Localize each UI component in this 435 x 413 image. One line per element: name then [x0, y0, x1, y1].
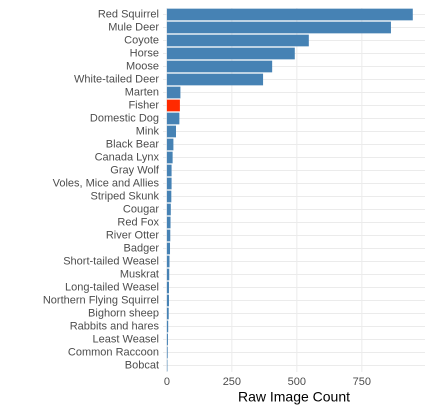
bar	[166, 125, 176, 138]
bar	[166, 60, 273, 73]
x-tick-label: 500	[288, 376, 306, 388]
y-tick-label: Canada Lynx	[95, 151, 160, 163]
bar	[166, 190, 172, 203]
x-tick-label: 0	[164, 376, 170, 388]
bar	[166, 255, 170, 268]
y-tick-label: River Otter	[106, 229, 160, 241]
bar	[166, 307, 169, 320]
bar	[166, 47, 295, 60]
y-tick-label: Mule Deer	[108, 21, 159, 33]
bar	[166, 229, 171, 242]
y-tick-label: Bighorn sheep	[88, 307, 159, 319]
y-tick-label: Muskrat	[120, 268, 159, 280]
y-tick-label: Common Raccoon	[68, 346, 159, 358]
y-tick-label: Marten	[125, 86, 159, 98]
y-tick-label: Coyote	[124, 34, 159, 46]
bar	[166, 112, 180, 125]
y-tick-label: Rabbits and hares	[70, 320, 160, 332]
bar	[166, 242, 171, 255]
y-tick-label: Voles, Mice and Allies	[53, 177, 160, 189]
y-tick-label: Horse	[130, 47, 159, 59]
y-tick-label: Gray Wolf	[110, 164, 160, 176]
y-tick-label: Black Bear	[106, 138, 160, 150]
bar	[166, 99, 180, 112]
bar	[166, 333, 168, 346]
bar	[166, 73, 264, 86]
y-tick-label: Red Squirrel	[98, 8, 159, 20]
bar	[166, 268, 170, 281]
x-axis-title: Raw Image Count	[238, 389, 350, 405]
bar	[166, 138, 174, 151]
y-tick-label: Northern Flying Squirrel	[43, 294, 159, 306]
y-tick-label: Badger	[124, 242, 160, 254]
bar	[166, 21, 391, 34]
y-tick-label: Bobcat	[125, 359, 159, 371]
bar	[166, 164, 172, 177]
bar	[166, 346, 168, 359]
y-tick-label: Cougar	[123, 203, 159, 215]
bar	[166, 34, 309, 47]
bar	[166, 177, 172, 190]
bar	[166, 203, 171, 216]
y-tick-label: Fisher	[128, 99, 159, 111]
y-tick-label: Mink	[136, 125, 160, 137]
bar	[166, 8, 413, 21]
y-tick-label: Short-tailed Weasel	[63, 255, 159, 267]
y-tick-label: Striped Skunk	[91, 190, 160, 202]
bar	[166, 294, 169, 307]
y-tick-label: Moose	[126, 60, 159, 72]
y-tick-label: Domestic Dog	[90, 112, 159, 124]
y-tick-label: Least Weasel	[93, 333, 159, 345]
bar	[166, 281, 169, 294]
x-tick-label: 750	[353, 376, 371, 388]
y-tick-label: White-tailed Deer	[74, 73, 159, 85]
y-tick-label: Red Fox	[117, 216, 159, 228]
bar	[166, 216, 171, 229]
x-tick-label: 250	[223, 376, 241, 388]
bar	[166, 359, 168, 372]
y-tick-label: Long-tailed Weasel	[65, 281, 159, 293]
bar	[166, 86, 181, 99]
bar	[166, 151, 173, 164]
bar	[166, 320, 169, 333]
